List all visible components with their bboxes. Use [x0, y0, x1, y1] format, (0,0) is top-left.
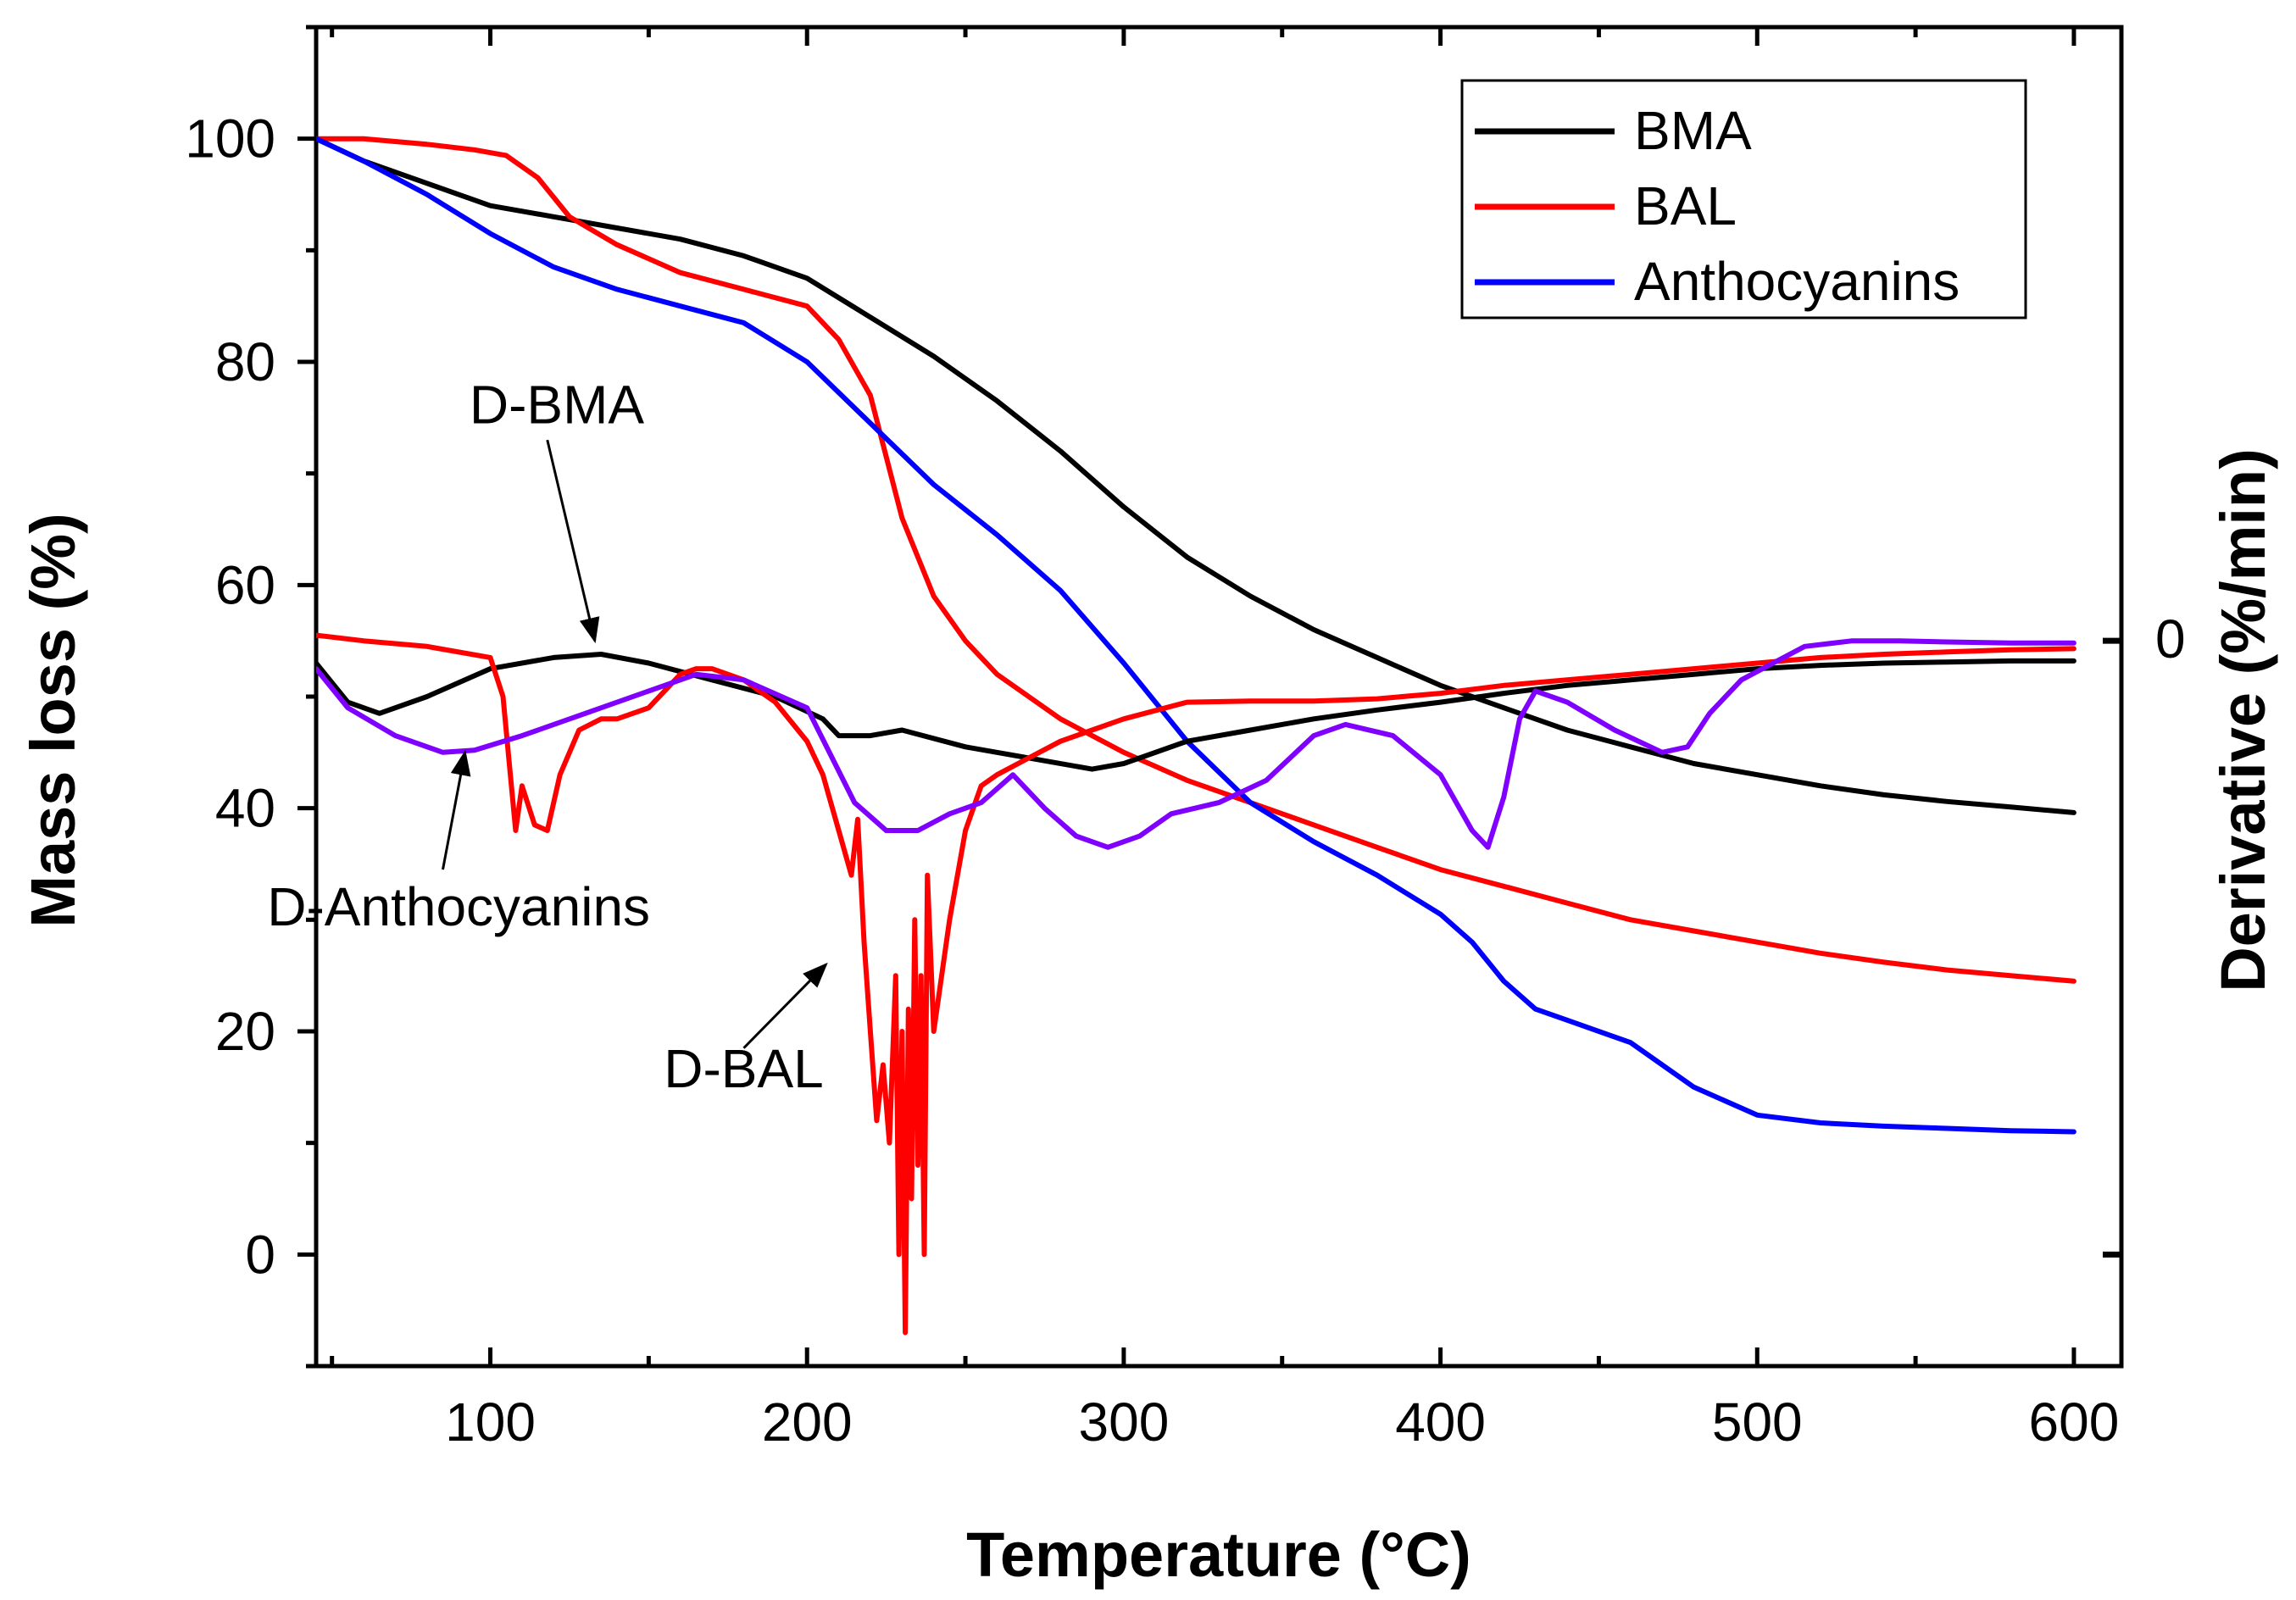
x-tick-label: 100: [445, 1392, 536, 1453]
axis-ticks: [297, 25, 2121, 1369]
series-line-d-bal: [316, 632, 2076, 1336]
x-tick-label: 600: [2029, 1392, 2120, 1453]
y-tick-label: 80: [215, 331, 275, 392]
y-tick-label: 100: [185, 108, 275, 169]
legend-box: [1460, 79, 2027, 319]
y2-tick-label: 0: [2155, 608, 2186, 669]
legend-label-bma: BMA: [1634, 100, 1752, 161]
x-axis-title: Temperature (°C): [966, 1519, 1471, 1590]
y-axis-title: Mass loss (%): [18, 513, 88, 927]
x-tick-label: 500: [1712, 1392, 1803, 1453]
annotation-label: D-Anthocyanins: [267, 876, 650, 937]
annotation-arrow: [546, 439, 600, 644]
y-tick-label: 60: [215, 554, 275, 615]
legend: BMA BAL Anthocyanins: [1460, 79, 2027, 319]
annotation-layer: D-BMA D-Anthocyanins D-BAL: [267, 375, 828, 1099]
annotation-arrow: [441, 749, 471, 870]
y-tick-label: 0: [245, 1224, 275, 1285]
annotation-label: D-BMA: [470, 375, 645, 436]
series-layer: [316, 136, 2076, 1336]
axis-tick-labels: 100 200 300 400 500 600 0 20 40 60 80 100 0: [185, 108, 2185, 1453]
series-line-anthocyanins: [316, 136, 2076, 1135]
x-tick-label: 400: [1395, 1392, 1486, 1453]
y-tick-label: 40: [215, 778, 275, 839]
x-tick-label: 300: [1079, 1392, 1170, 1453]
legend-label-anthocyanins: Anthocyanins: [1634, 251, 1960, 312]
x-tick-label: 200: [762, 1392, 853, 1453]
y2-axis-title: Derivative (%/min): [2208, 448, 2278, 992]
annotation-label: D-BAL: [664, 1038, 824, 1099]
annotation-arrow: [742, 962, 828, 1049]
legend-label-bal: BAL: [1634, 175, 1737, 236]
y-tick-label: 20: [215, 1001, 275, 1062]
series-line-d-bma: [316, 652, 2076, 772]
series-line-bma: [316, 136, 2076, 815]
series-line-d-anthocyanins: [316, 638, 2076, 850]
series-line-bal: [316, 136, 2076, 984]
